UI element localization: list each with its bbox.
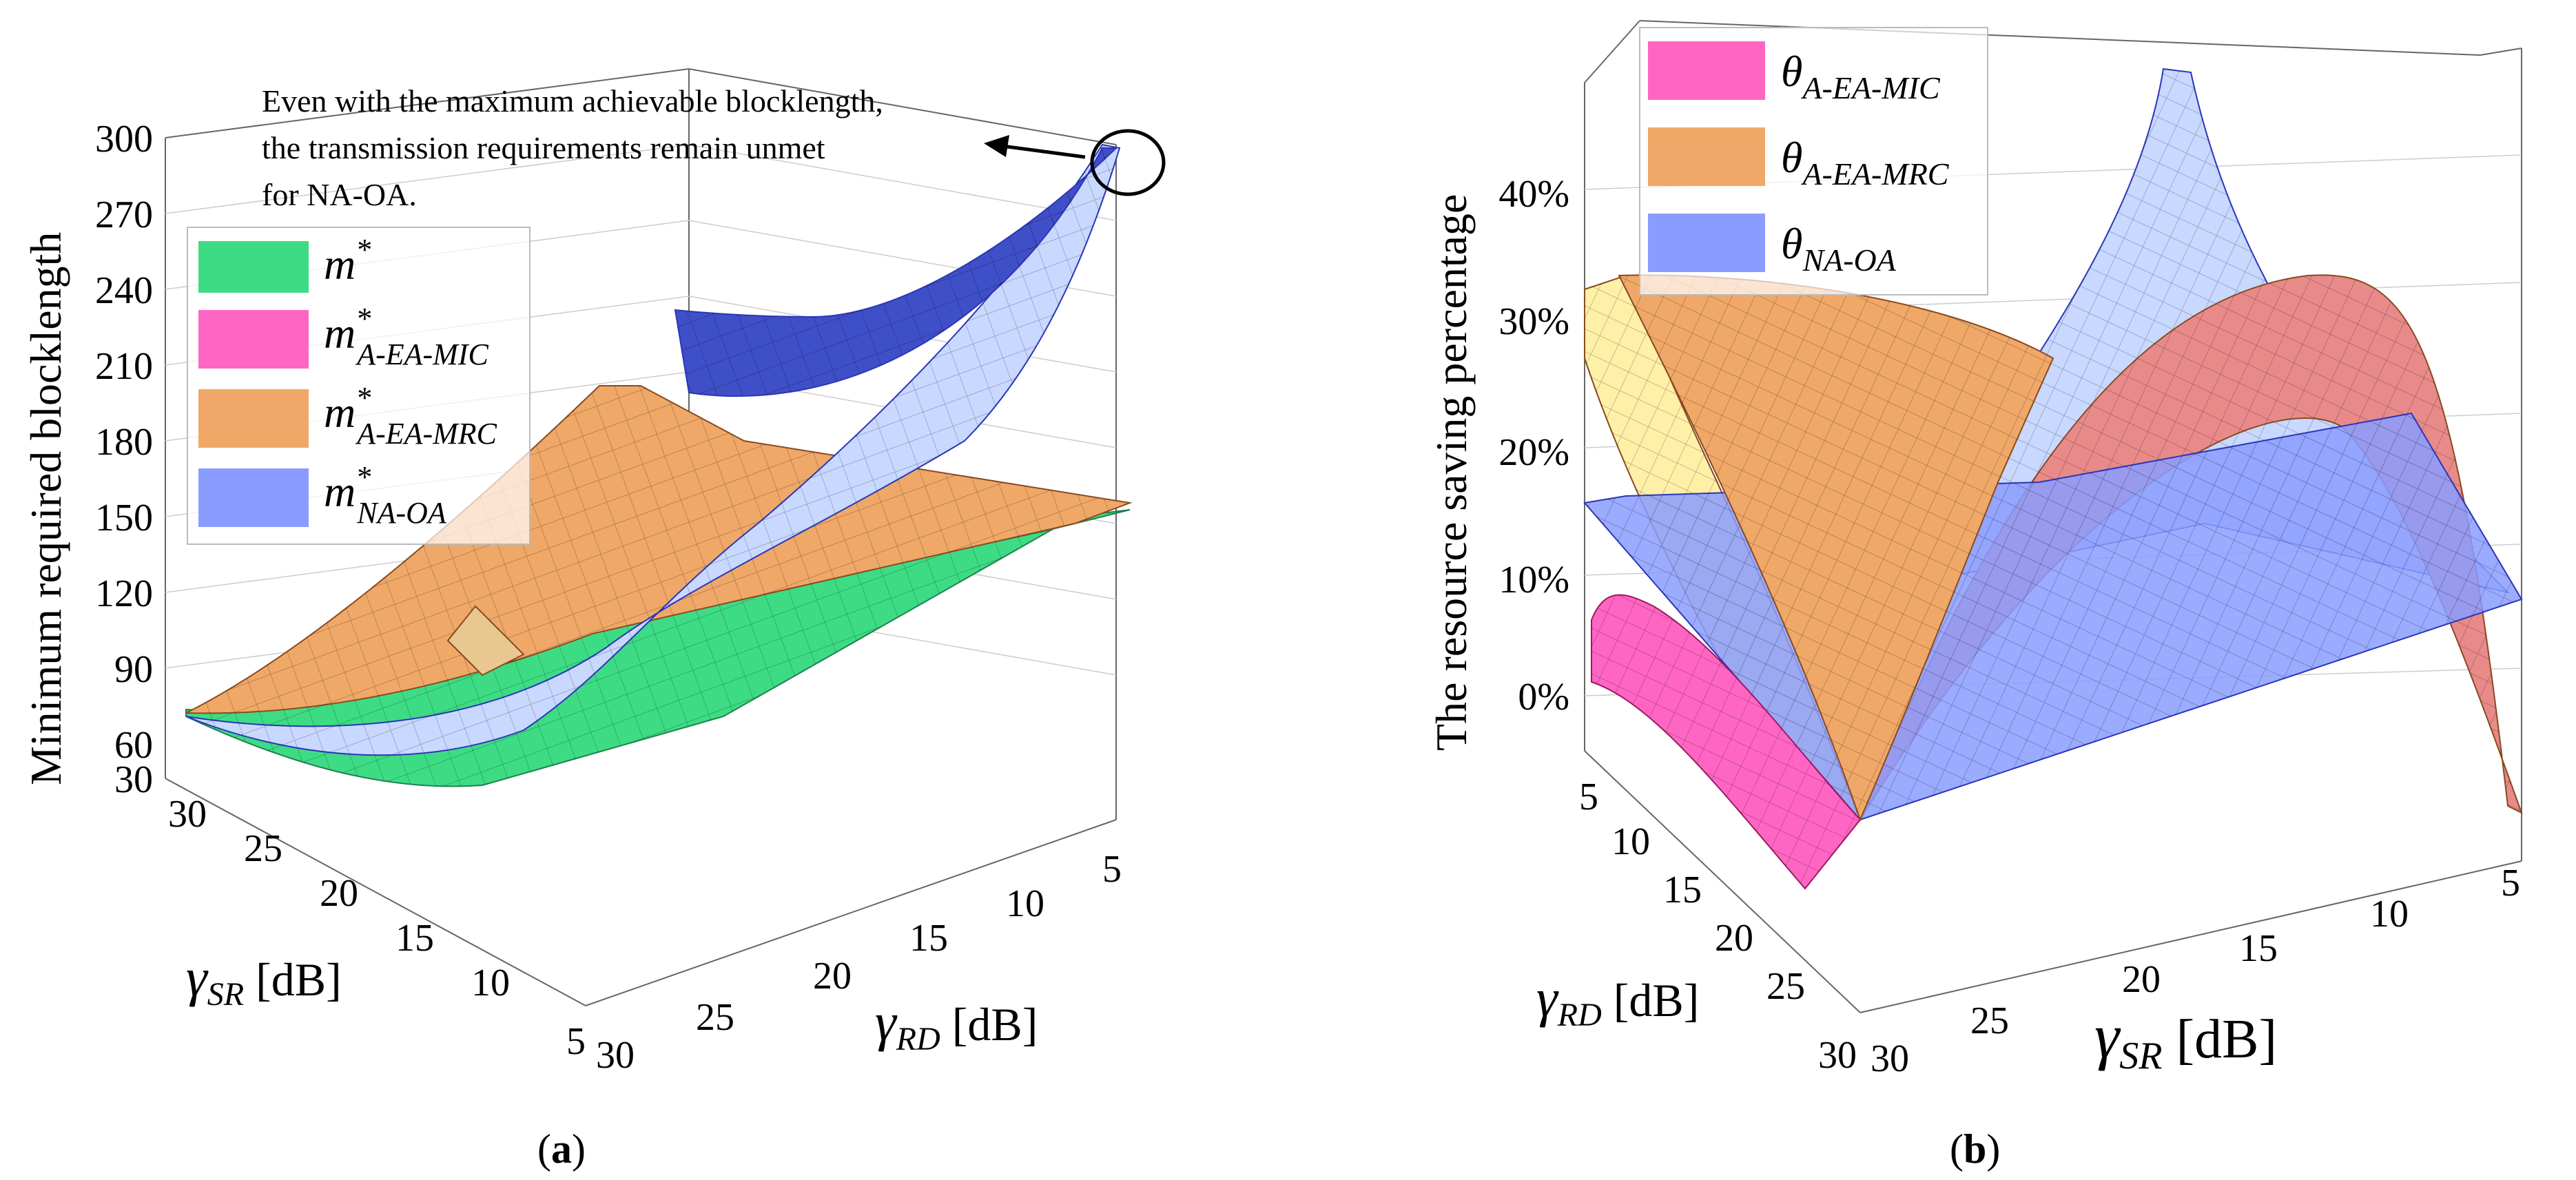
panel-b-z-label: The resource saving percentage [1427,194,1476,751]
x-tick: 5 [566,1020,586,1063]
x-tick: 15 [1663,869,1702,911]
surface-m-na-oa-grid [186,145,1120,756]
panel-b-legend: θA-EA-MIC θA-EA-MRC θNA-OA [1639,27,1988,296]
z-tick: 150 [95,497,153,539]
legend-swatch-na-oa [198,468,309,527]
panel-a-z-ticks: 300 270 240 210 180 150 120 90 60 30 [95,118,153,801]
y-tick: 15 [909,917,948,960]
x-label-unit: [dB] [1602,974,1700,1026]
x-label-sub: SR [207,976,244,1013]
panel-a-caption: (a) [537,1126,586,1172]
panel-b: 40% 30% 20% 10% 0% 5 10 15 20 25 30 30 2… [1427,20,2523,1172]
y-tick: 20 [2122,958,2161,1001]
x-tick: 20 [320,872,358,915]
panel-a-y-label: γRD [dB] [875,992,1038,1057]
panel-a-y-ticks: 30 25 20 15 10 5 [596,848,1122,1077]
surface-theta-a-ea-mrc-grid [1619,275,2053,820]
annotation-line: for NA-OA. [262,177,417,212]
x-label-symbol: γ [1536,968,1559,1028]
panel-b-caption: (b) [1950,1126,2000,1172]
x-label-symbol: γ [186,947,209,1007]
surface-theta-a-ea-mic-grid [1591,594,1860,889]
panel-a-z-label: Minimum required blocklength [21,232,70,785]
x-tick: 20 [1715,917,1753,960]
legend-swatch-a-ea-mic [198,310,309,369]
y-tick: 30 [1871,1037,1909,1080]
panel-a: 300 270 240 210 180 150 120 90 60 30 30 … [21,68,1166,1172]
annotation-line: the transmission requirements remain unm… [262,130,825,165]
y-tick: 30 [596,1034,635,1077]
z-tick: 10% [1498,559,1569,601]
y-label-symbol: γ [2094,1001,2121,1071]
panel-a-annotation: Even with the maximum achievable blockle… [262,83,1166,212]
y-tick: 5 [1102,848,1122,891]
surface-theta-a-ea-mrc-red-grid [1860,275,2522,820]
legend-label-m-star: m* [324,233,371,289]
panel-b-frame [1584,20,2522,1013]
annotation-arrow [1002,144,1086,159]
x-tick: 5 [1579,776,1598,818]
x-tick: 30 [168,793,207,836]
y-tick: 15 [2239,927,2278,970]
legend-label-a-ea-mic: θA-EA-MIC [1781,47,1941,105]
z-tick: 60 [114,724,153,767]
z-tick: 120 [95,572,153,615]
y-tick: 20 [813,955,852,997]
z-tick: 40% [1498,173,1569,216]
legend-label-na-oa: m* NA-OA [324,460,447,530]
y-tick: 25 [1970,1000,2009,1042]
y-label-sub: RD [896,1021,940,1057]
z-tick: 210 [95,345,153,388]
y-tick: 10 [2370,893,2409,935]
x-tick: 25 [244,827,282,870]
y-label-unit: [dB] [940,998,1038,1050]
y-label-sub: SR [2119,1035,2162,1077]
panel-b-z-ticks: 40% 30% 20% 10% 0% [1498,173,1569,718]
panel-b-x-ticks: 5 10 15 20 25 30 [1579,776,1857,1077]
y-label-unit: [dB] [2162,1009,2277,1070]
panel-a-x-ticks: 30 25 20 15 10 5 [168,793,586,1063]
z-tick: 240 [95,269,153,312]
x-tick: 10 [1611,820,1650,863]
z-tick: 300 [95,118,153,161]
x-label-unit: [dB] [244,953,342,1006]
legend-label-a-ea-mic: m* A-EA-MIC [324,302,488,371]
legend-swatch-m-star [198,241,309,293]
annotation-line: Even with the maximum achievable blockle… [262,83,883,118]
y-tick: 5 [2501,862,2520,904]
panel-b-y-ticks: 30 25 20 15 10 5 [1871,862,2520,1080]
surface-m-na-oa-back-grid [675,148,1116,397]
z-tick: 0% [1518,676,1569,718]
x-tick: 15 [395,917,434,960]
legend-swatch-a-ea-mrc [198,389,309,448]
legend-label-a-ea-mrc: m* A-EA-MRC [324,381,497,451]
panel-a-frame [165,68,1117,1006]
z-tick: 270 [95,194,153,236]
legend-label-na-oa: θNA-OA [1781,219,1897,278]
legend-swatch-a-ea-mrc [1648,127,1765,186]
surface-m-a-ea-mrc-ridge [446,605,525,676]
y-label-symbol: γ [875,992,898,1052]
z-tick: 180 [95,421,153,464]
panel-b-x-label: γRD [dB] [1536,968,1699,1033]
legend-label-a-ea-mrc: θA-EA-MRC [1781,133,1950,192]
z-tick: 30 [114,758,153,801]
panel-a-legend: m* m* A-EA-MIC m* A-EA-MRC m* NA-OA [187,227,530,545]
x-tick: 30 [1818,1034,1857,1077]
panel-b-y-label: γSR [dB] [2094,1001,2277,1077]
z-tick: 30% [1498,300,1569,343]
y-tick: 10 [1006,882,1044,925]
legend-swatch-na-oa [1648,214,1765,272]
legend-swatch-a-ea-mic [1648,41,1765,100]
z-tick: 90 [114,648,153,691]
x-tick: 25 [1766,965,1805,1008]
x-label-sub: RD [1557,997,1602,1033]
z-tick: 20% [1498,431,1569,474]
panel-a-x-label: γSR [dB] [186,947,342,1013]
y-tick: 25 [696,996,734,1039]
annotation-circle [1090,129,1166,196]
x-tick: 10 [471,962,510,1004]
annotation-arrowhead [984,135,1009,157]
